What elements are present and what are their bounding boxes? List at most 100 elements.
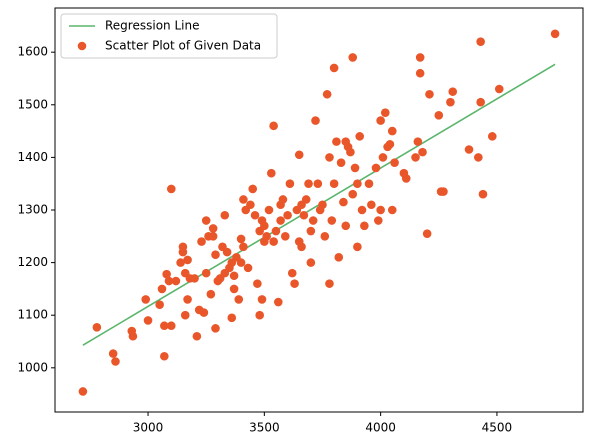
- scatter-point: [439, 187, 448, 196]
- scatter-point: [322, 89, 332, 99]
- scatter-point: [364, 179, 374, 188]
- scatter-point: [227, 313, 237, 323]
- scatter-point: [318, 200, 327, 210]
- y-tick-label: 1600: [17, 45, 48, 59]
- scatter-point: [320, 232, 330, 241]
- scatter-point: [211, 250, 220, 260]
- scatter-point: [255, 310, 264, 320]
- scatter-point: [487, 132, 497, 141]
- scatter-point: [550, 29, 560, 39]
- scatter-point: [413, 137, 423, 146]
- scatter-point: [183, 295, 192, 304]
- scatter-point: [269, 237, 278, 246]
- scatter-point: [280, 232, 290, 241]
- scatter-point: [301, 195, 311, 204]
- scatter-point: [478, 189, 488, 199]
- scatter-point: [348, 189, 358, 199]
- scatter-point: [128, 331, 138, 341]
- scatter-point: [378, 153, 388, 162]
- scatter-point: [385, 139, 395, 149]
- scatter-point: [262, 232, 271, 241]
- scatter-point: [297, 242, 306, 252]
- scatter-point: [353, 179, 362, 188]
- scatter-point: [401, 174, 411, 183]
- scatter-point: [285, 179, 295, 188]
- scatter-point: [178, 242, 188, 252]
- scatter-point: [253, 279, 262, 288]
- y-tick-label: 1300: [17, 203, 48, 217]
- scatter-point: [411, 153, 420, 162]
- scatter-point: [243, 263, 253, 273]
- scatter-point: [273, 297, 283, 307]
- scatter-point: [374, 216, 383, 225]
- scatter-point: [299, 210, 309, 220]
- scatter-point: [390, 158, 399, 167]
- scatter-point: [166, 321, 176, 331]
- scatter-point: [341, 221, 351, 231]
- scatter-point: [476, 37, 485, 46]
- scatter-point: [313, 179, 323, 188]
- scatter-point: [306, 226, 316, 236]
- legend-box: [60, 13, 278, 59]
- scatter-point: [236, 258, 246, 267]
- scatter-point: [171, 276, 181, 286]
- y-tick-label: 1400: [17, 150, 48, 164]
- scatter-point: [176, 258, 185, 267]
- scatter-point: [353, 242, 362, 252]
- y-tick-label: 1000: [17, 360, 48, 374]
- scatter-point: [276, 216, 285, 225]
- scatter-point: [415, 68, 425, 78]
- scatter-point: [180, 310, 190, 320]
- scatter-point: [201, 216, 211, 225]
- scatter-point: [257, 295, 267, 304]
- scatter-point: [367, 200, 376, 210]
- scatter-point: [434, 111, 444, 120]
- scatter-point: [143, 316, 153, 325]
- scatter-point: [474, 153, 483, 162]
- scatter-point: [164, 276, 174, 286]
- scatter-point: [92, 323, 102, 332]
- scatter-point: [325, 153, 334, 162]
- scatter-point: [222, 247, 232, 257]
- scatter-point: [339, 197, 348, 207]
- scatter-point: [250, 210, 260, 220]
- scatter-point: [290, 279, 299, 288]
- scatter-point: [108, 349, 118, 358]
- scatter-point: [190, 274, 199, 283]
- scatter-point: [229, 284, 239, 294]
- scatter-point: [329, 63, 339, 73]
- scatter-point: [425, 89, 434, 99]
- scatter-point: [199, 308, 209, 317]
- scatter-point: [311, 116, 320, 125]
- scatter-point: [360, 221, 369, 231]
- scatter-point: [376, 205, 385, 215]
- scatter-point: [260, 221, 269, 231]
- scatter-point: [160, 321, 169, 331]
- scatter-point: [162, 269, 171, 279]
- scatter-point: [325, 279, 334, 288]
- scatter-point: [294, 150, 304, 160]
- scatter-point: [422, 229, 432, 238]
- x-tick-label: 3500: [249, 421, 280, 435]
- scatter-point: [220, 210, 230, 220]
- scatter-point: [283, 210, 292, 220]
- scatter-point: [476, 97, 485, 107]
- scatter-point: [336, 158, 346, 167]
- scatter-point: [269, 121, 278, 131]
- scatter-point: [371, 163, 381, 173]
- y-tick-label: 1500: [17, 97, 48, 111]
- scatter-point: [239, 195, 248, 204]
- legend-label: Regression Line: [105, 19, 199, 33]
- scatter-point: [211, 324, 220, 333]
- scatter-point: [334, 253, 344, 262]
- scatter-point: [271, 226, 281, 236]
- x-tick-label: 4000: [365, 421, 396, 435]
- scatter-point: [278, 195, 288, 204]
- scatter-point: [155, 300, 164, 309]
- scatter-point: [111, 357, 120, 366]
- x-tick-label: 4500: [482, 421, 513, 435]
- legend-label: Scatter Plot of Given Data: [105, 39, 261, 53]
- scatter-point: [448, 87, 458, 96]
- scatter-point: [264, 205, 274, 215]
